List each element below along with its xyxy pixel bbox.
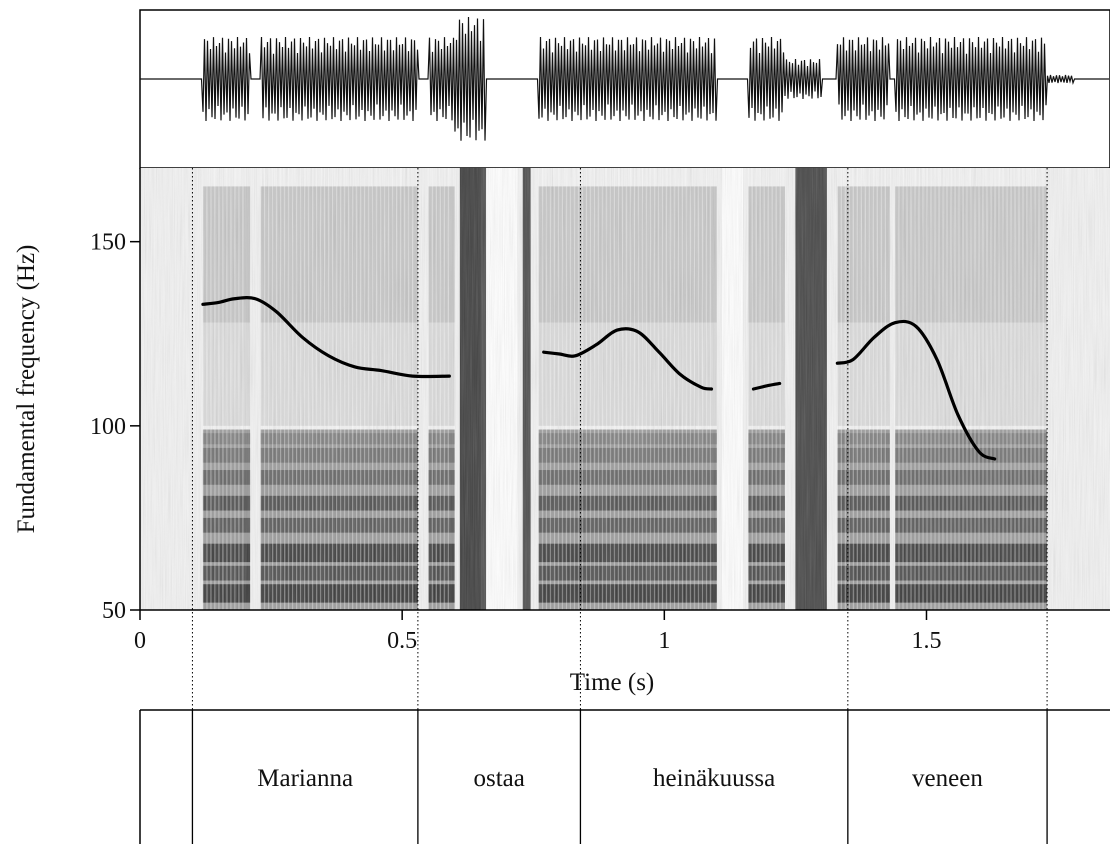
spectrogram-panel <box>139 168 1110 611</box>
word-label-0: Marianna <box>257 765 353 792</box>
pitch-contour <box>201 296 997 461</box>
y-tick-label-0: 50 <box>102 598 126 624</box>
y-tick-label-2: 150 <box>90 230 126 256</box>
x-tick-label-3: 1.5 <box>911 628 941 654</box>
waveform-trace <box>140 17 1109 141</box>
pitch-segment-3 <box>835 319 997 461</box>
tier-boundaries <box>191 710 1048 844</box>
y-tick-label-1: 100 <box>90 414 126 440</box>
waveform-panel <box>139 9 1110 169</box>
word-label-3: veneen <box>912 765 983 792</box>
pitch-segment-2 <box>751 381 782 391</box>
pitch-segment-0 <box>201 296 451 379</box>
x-tick-label-1: 0.5 <box>387 628 417 654</box>
x-tick-label-2: 1 <box>658 628 670 654</box>
word-tier: Marianna ostaa heinäkuussa veneen <box>139 709 1110 844</box>
y-axis: 50 100 150 <box>90 230 140 624</box>
x-axis-title: Time (s) <box>570 669 655 696</box>
x-tick-label-0: 0 <box>134 628 146 654</box>
pitch-segment-1 <box>542 327 714 391</box>
word-labels: Marianna ostaa heinäkuussa veneen <box>257 765 983 792</box>
x-axis: 0 0.5 1 1.5 <box>134 610 941 654</box>
word-label-1: ostaa <box>473 765 524 792</box>
spectrogram-texture <box>140 168 1110 610</box>
y-axis-title: Fundamental frequency (Hz) <box>13 245 40 534</box>
word-label-2: heinäkuussa <box>653 765 775 792</box>
